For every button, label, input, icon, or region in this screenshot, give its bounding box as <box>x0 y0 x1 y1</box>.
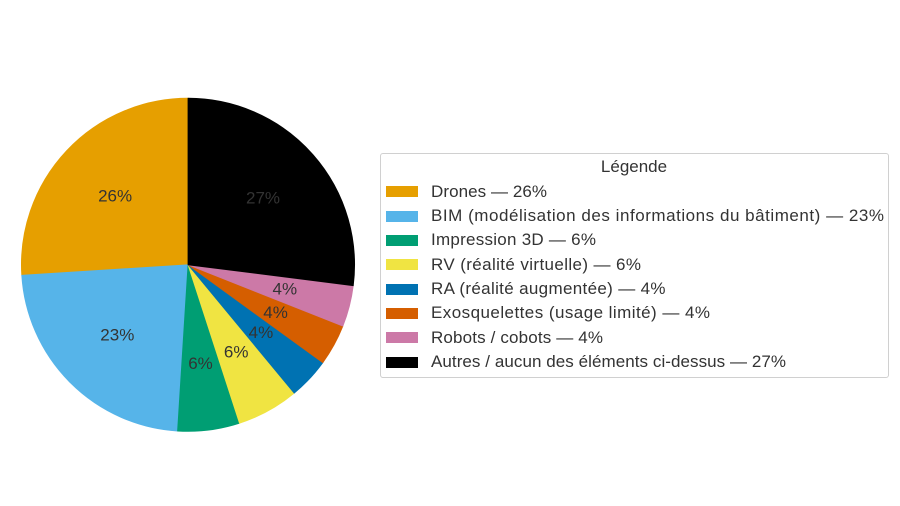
svg-text:26%: 26% <box>98 186 132 205</box>
svg-text:27%: 27% <box>246 189 280 208</box>
svg-text:23%: 23% <box>100 325 134 344</box>
svg-text:4%: 4% <box>263 303 288 322</box>
svg-text:4%: 4% <box>249 323 274 342</box>
svg-text:6%: 6% <box>188 354 213 373</box>
svg-text:4%: 4% <box>273 280 298 299</box>
svg-text:6%: 6% <box>224 342 249 361</box>
